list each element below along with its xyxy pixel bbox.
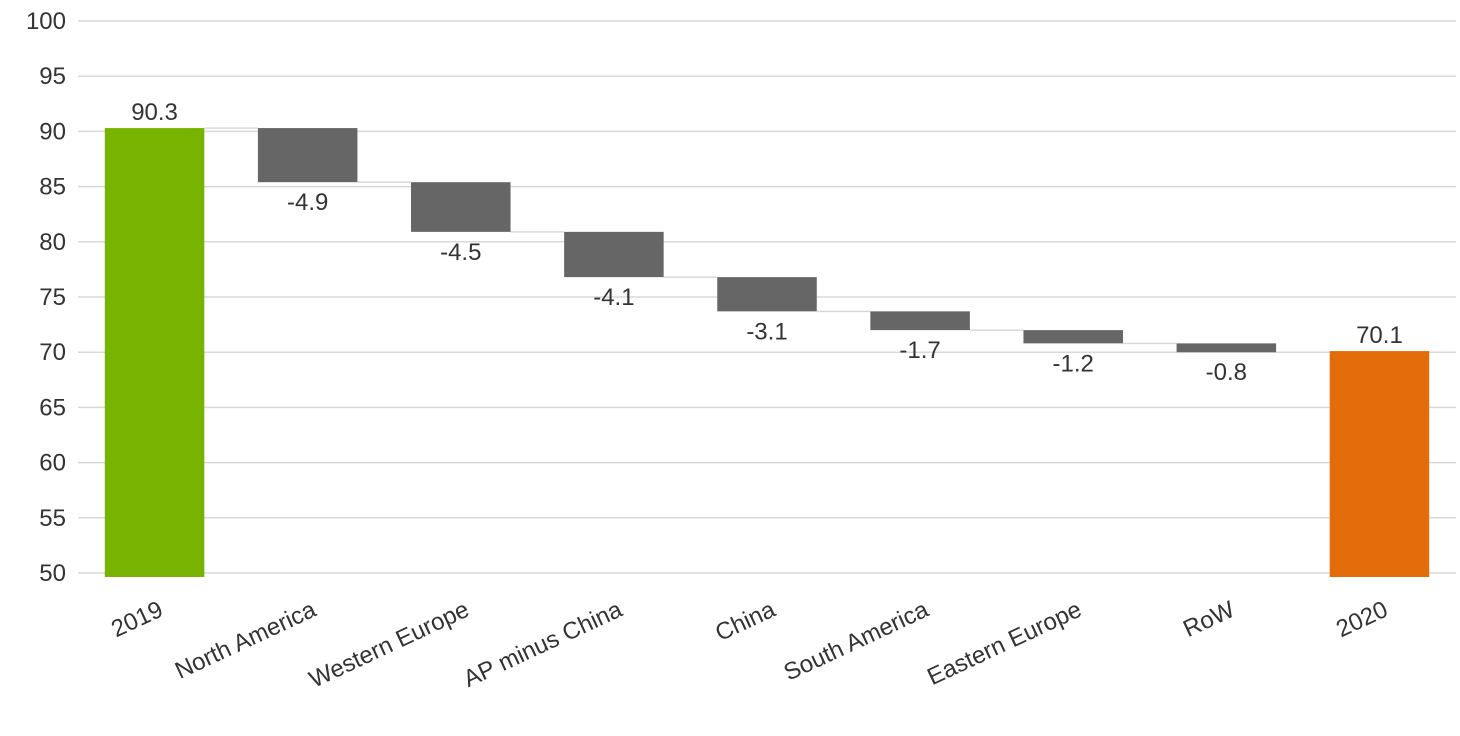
x-tick-label: South America: [780, 596, 933, 687]
bar-2019: [104, 128, 205, 577]
bar-south-america: [870, 311, 970, 331]
x-tick-label: 2020: [1332, 596, 1392, 643]
x-tick-label: China: [711, 596, 780, 647]
y-tick-label: 75: [39, 284, 66, 311]
x-tick-label: 2019: [107, 596, 167, 643]
data-label: 90.3: [131, 99, 178, 126]
x-tick-label: AP minus China: [459, 596, 627, 693]
bar-eastern-europe: [1023, 330, 1123, 344]
data-label: -3.1: [746, 318, 787, 345]
bars: [104, 128, 1430, 577]
bar-row: [1176, 343, 1277, 353]
data-labels: 90.3 -4.9 -4.5 -4.1 -3.1 -1.7 -1.2 -0.8 70.1: [131, 99, 1403, 386]
x-tick-label: Western Europe: [305, 596, 473, 694]
y-tick-label: 60: [39, 450, 66, 477]
data-label: -1.7: [899, 337, 940, 364]
data-label: -4.1: [593, 284, 634, 311]
data-label: -1.2: [1053, 350, 1094, 377]
y-tick-label: 70: [39, 339, 66, 366]
y-axis-ticks: 50 55 60 65 70 75 80 85 90 95 100: [26, 8, 66, 587]
y-tick-label: 95: [39, 63, 66, 90]
bar-ap-minus-china: [564, 231, 664, 278]
x-tick-label: North America: [171, 596, 321, 685]
data-label: 70.1: [1356, 322, 1403, 349]
y-tick-label: 65: [39, 394, 66, 421]
y-tick-label: 100: [26, 8, 66, 35]
bar-north-america: [257, 128, 358, 183]
y-tick-label: 50: [39, 560, 66, 587]
x-tick-label: Eastern Europe: [923, 596, 1086, 691]
y-tick-label: 85: [39, 174, 66, 201]
y-tick-label: 80: [39, 229, 66, 256]
data-label: -4.5: [440, 239, 481, 266]
x-tick-label: RoW: [1179, 596, 1239, 643]
y-tick-label: 90: [39, 118, 66, 145]
bar-western-europe: [411, 182, 511, 232]
data-label: -0.8: [1206, 359, 1247, 386]
bar-2020: [1329, 351, 1430, 577]
data-label: -4.9: [287, 189, 328, 216]
connector-lines: [204, 127, 1330, 353]
bar-china: [717, 277, 817, 312]
y-tick-label: 55: [39, 505, 66, 532]
